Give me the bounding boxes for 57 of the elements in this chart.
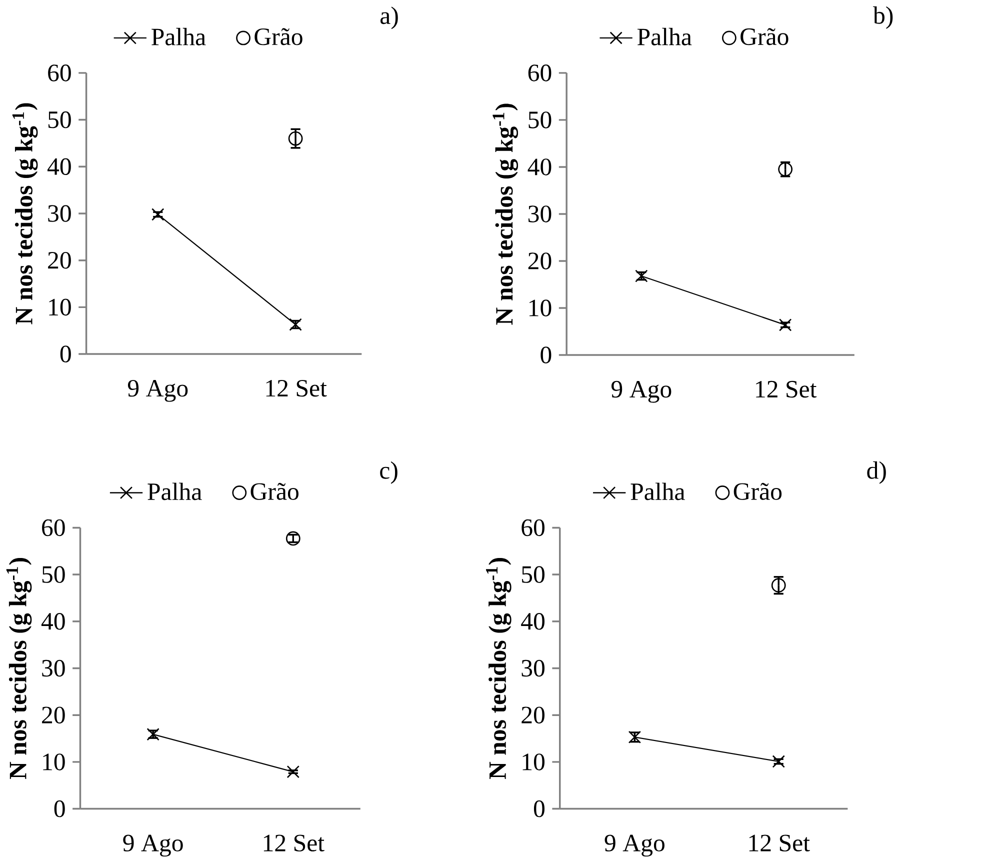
x-tick-label: 9 Ago [604,834,664,857]
x-tick-label: 12 Set [749,834,810,852]
y-tick-label: 30 [528,206,552,222]
point [778,318,792,332]
y-tick-label: 50 [48,111,71,128]
y-tick-label: 0 [54,800,65,818]
legend-label: Palha [630,482,685,500]
legend-label: Grão [254,28,302,46]
y-tick-label: 30 [48,205,71,222]
y-tick-label: 40 [41,613,65,630]
y-tick-label: 50 [42,566,65,583]
y-tick-label: 60 [42,519,65,536]
point [288,131,303,146]
y-tick-label: 40 [521,613,544,630]
y-tick-label: 50 [528,112,552,128]
legend-label: Palha [148,482,202,500]
x-tick-label: 9 Ago [128,380,188,402]
y-axis-title: N nos tecidos (g kg$^{-1}$) [6,558,32,780]
y-axis-title: N nos tecidos (g kg$^{-1}$) [492,104,518,325]
y-tick-label: 30 [522,660,544,677]
x-tick-label: 12 Set [266,380,327,397]
y-tick-label: 20 [528,252,552,270]
y-tick-label: 10 [529,300,552,316]
x-tick-label: 12 Set [756,380,817,398]
y-tick-label: 0 [60,346,71,362]
legend-label: Grão [740,28,788,46]
y-tick-label: 30 [42,660,65,677]
x-tick-label: 9 Ago [123,834,183,857]
legend-label: Grão [734,482,782,500]
y-tick-label: 60 [528,64,552,82]
y-tick-label: 0 [540,346,552,364]
y-tick-label: 10 [522,754,544,770]
y-tick-label: 20 [42,706,65,724]
x-tick-label: 12 Set [264,834,324,852]
y-tick-label: 20 [48,252,71,269]
legend-label: Palha [152,28,206,46]
y-tick-label: 40 [47,158,71,176]
y-tick-label: 60 [522,519,544,536]
text: a) [380,6,398,30]
legend-label: Palha [637,28,692,46]
text: c) [380,461,398,484]
y-tick-label: 10 [43,754,65,770]
y-tick-label: 20 [522,706,544,724]
x-tick-label: 9 Ago [612,380,672,403]
point [772,755,785,768]
point [152,208,164,221]
point [286,765,300,778]
y-tick-label: 50 [522,566,544,583]
y-tick-label: 40 [528,158,552,176]
y-tick-label: 0 [534,800,544,818]
text: b) [873,6,893,29]
text: d) [867,461,886,484]
y-axis-title: N nos tecidos (g kg$^{-1}$) [486,558,512,780]
y-tick-label: 10 [49,298,71,316]
y-tick-label: 60 [48,64,71,82]
legend-label: Grão [250,482,298,500]
y-axis-title: N nos tecidos (g kg$^{-1}$) [12,103,38,324]
